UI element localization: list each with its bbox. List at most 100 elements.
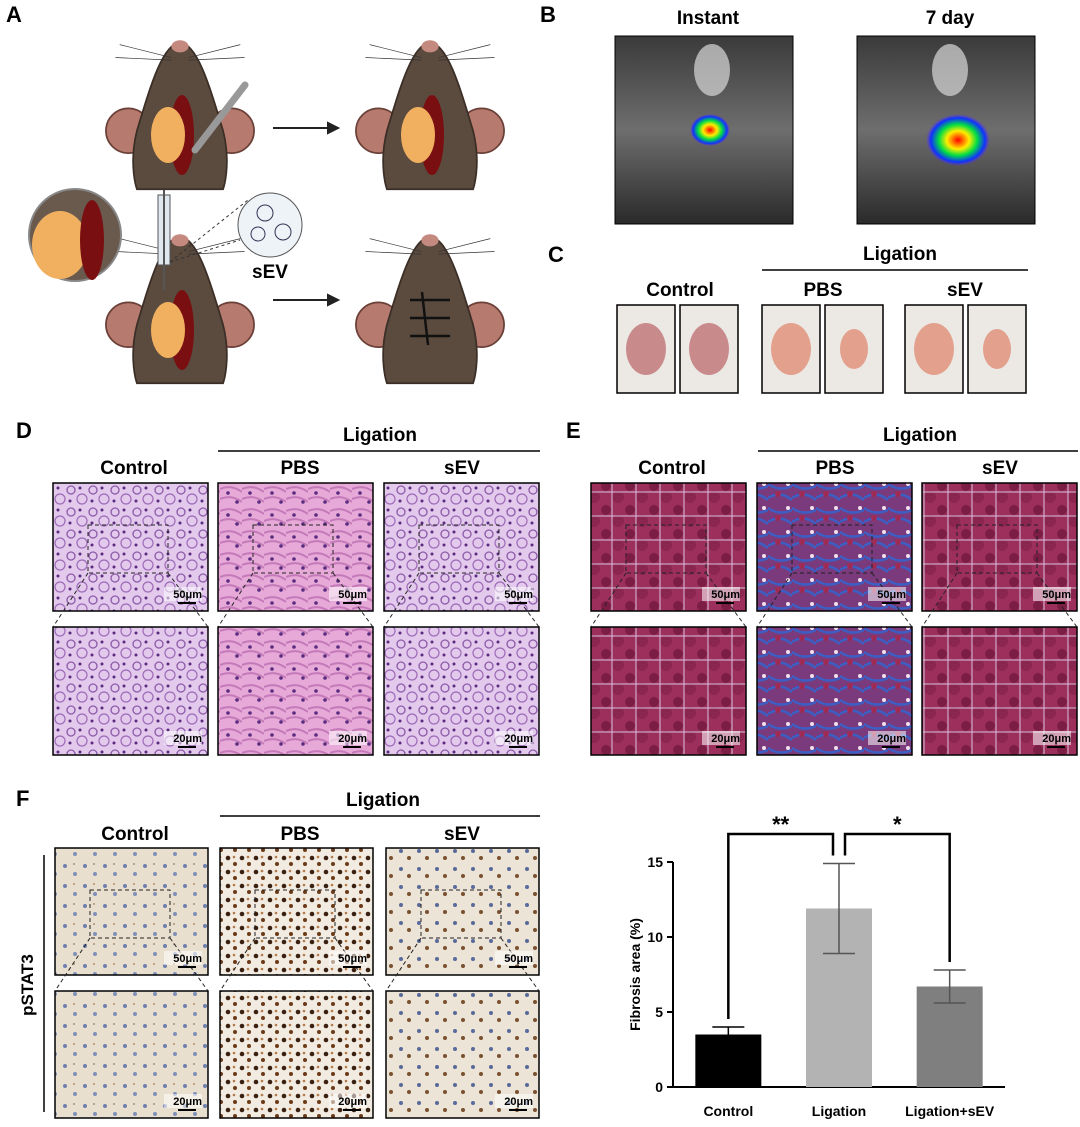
zoom-line [332,572,374,628]
zoom-line [383,572,420,628]
scale-bar-label: 50μm [877,589,906,601]
group-label: Ligation [343,425,417,446]
signal [926,114,990,166]
error-bar [712,1026,745,1043]
significance-bracket [843,832,951,962]
organ [771,323,811,375]
incision [80,200,104,280]
row-label: pSTAT3 [18,954,37,1016]
organ [840,329,868,369]
vesicle [274,223,292,241]
zoom-line [54,937,91,992]
scale-bar-label: 20μm [338,1096,367,1108]
column-title: sEV [947,280,983,301]
signal [690,114,730,146]
scale-bar-label: 20μm [338,733,367,745]
panel-f: Ligation Control PBS sEV pSTAT3 [18,790,540,1112]
zoom-box [625,524,707,574]
zoom-line [498,572,540,628]
scale-bar-bg [495,587,533,601]
panel-e: Ligation Control PBS sEV [638,425,1078,479]
significance-bracket [727,832,835,1019]
vesicle [256,204,274,222]
panel-c: Ligation Control PBS sEV [616,244,1028,394]
zoom-line [334,937,374,992]
scale-bar-bg [868,731,906,745]
scale-bar-bg [495,731,533,745]
scale-bar-bg [164,951,202,965]
column-title: PBS [280,458,319,479]
zoom-line [871,572,913,628]
highlight [932,44,968,96]
panel-label: F [16,786,29,811]
zoom-line [167,572,209,628]
sev-bubble [237,192,303,258]
scale-bar-label: 50μm [173,589,202,601]
zoom-line [385,937,422,992]
zoom-line [169,199,249,263]
scale-bar-bg [164,1094,202,1108]
scale-bar-bg [1033,731,1071,745]
panel-labels: A B C D E F [6,2,581,811]
gland [32,211,88,279]
group-label: Ligation [346,790,420,811]
y-tick-label: 5 [655,1004,663,1020]
group-label: Ligation [883,425,957,446]
zoom-box [956,524,1038,574]
scale-bar-label: 20μm [173,1096,202,1108]
panel-d: Ligation Control PBS sEV [100,425,540,479]
column-title: PBS [280,824,319,845]
scale-bar-label: 20μm [173,733,202,745]
panel-label: A [6,2,22,27]
scale-bar-bg [495,951,533,965]
scale-bar-bg [164,731,202,745]
zoom-box [89,889,171,939]
column-title: PBS [803,280,842,301]
micrograph-grid: 50μm 20μm 50μm 20μm 50μm 20μm [52,482,540,756]
scale-bar-label: 50μm [338,589,367,601]
column-title: Instant [677,8,740,29]
group-label: Ligation [863,244,937,265]
sev-label: sEV [252,262,288,283]
column-title: sEV [444,458,480,479]
zoom-line [756,572,793,628]
zoom-box [87,524,169,574]
scale-bar-label: 50μm [504,953,533,965]
zoom-line [705,572,747,628]
zoom-line [217,572,254,628]
micrograph-grid: 50μm 20μm 50μm 20μm 50μm 20μm [54,847,540,1119]
scale-bar-label: 50μm [173,953,202,965]
zoom-box [252,524,334,574]
organ [689,323,729,375]
organ [626,323,666,375]
scale-bar-label: 20μm [877,733,906,745]
x-tick-label: Ligation [812,1103,866,1119]
scale-bar-label: 20μm [1042,733,1071,745]
organ [914,323,954,375]
highlight [694,44,730,96]
scale-bar-label: 20μm [504,1096,533,1108]
panel-a: sEV [28,39,506,385]
y-axis-title: Fibrosis area (%) [627,918,643,1031]
scale-bar-label: 50μm [338,953,367,965]
significance-label: ** [772,812,790,837]
incision [151,81,450,370]
mouse [354,233,506,385]
panel-label: E [566,418,581,443]
panel-b: Instant 7 day [614,8,1036,225]
zoom-line [219,937,256,992]
scale-bar-bg [1033,587,1071,601]
scale-bar-bg [329,1094,367,1108]
zoom-box [791,524,873,574]
scale-bar-label: 20μm [504,733,533,745]
column-title: Control [100,458,168,479]
column-title: sEV [444,824,480,845]
panel-label: C [548,242,564,267]
bar [695,1034,762,1087]
scale-bar-bg [329,587,367,601]
zoom-box [254,889,336,939]
scale-bar-label: 50μm [504,589,533,601]
error-bar [823,862,855,955]
column-title: Control [646,280,714,301]
zoom-line [500,937,540,992]
